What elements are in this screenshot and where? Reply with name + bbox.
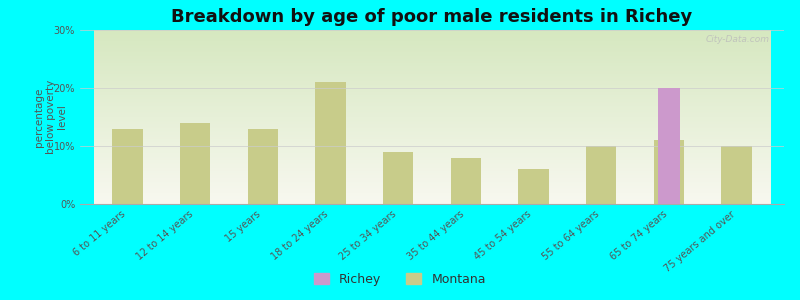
Y-axis label: percentage
below poverty
level: percentage below poverty level <box>34 80 67 154</box>
Bar <box>722 146 752 204</box>
Bar <box>383 152 414 204</box>
Legend: Richey, Montana: Richey, Montana <box>309 268 491 291</box>
Bar <box>247 129 278 204</box>
Bar <box>654 140 684 204</box>
Bar <box>586 146 617 204</box>
Text: City-Data.com: City-Data.com <box>706 35 770 44</box>
Bar <box>658 88 679 204</box>
Bar <box>112 129 142 204</box>
Title: Breakdown by age of poor male residents in Richey: Breakdown by age of poor male residents … <box>171 8 693 26</box>
Bar <box>315 82 346 204</box>
Bar <box>518 169 549 204</box>
Bar <box>450 158 481 204</box>
Bar <box>180 123 210 204</box>
